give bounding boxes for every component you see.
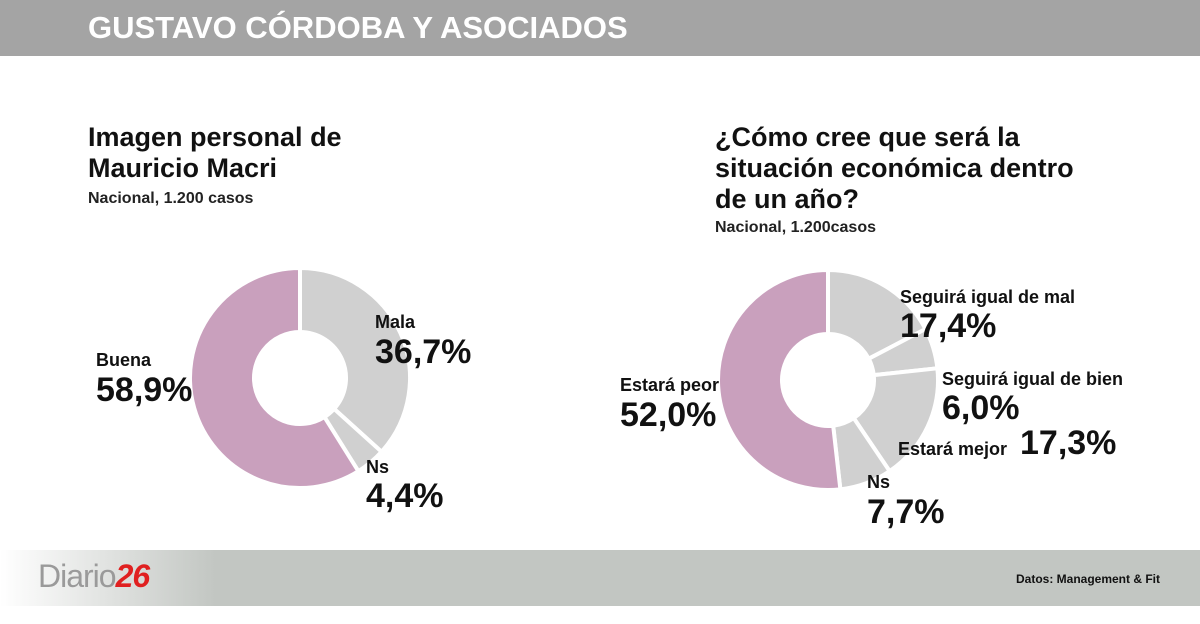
footer-bar: Diario26 Datos: Management & Fit bbox=[0, 550, 1200, 606]
diario26-logo: Diario26 bbox=[38, 558, 150, 594]
chart1-title: Imagen personal de Mauricio Macri bbox=[88, 122, 342, 183]
chart2-value-peor: 52,0% bbox=[620, 396, 717, 434]
slice-mala bbox=[298, 265, 412, 455]
slice-seguir-igual-de-mal bbox=[826, 267, 929, 362]
chart2-label-mejor: Estará mejor bbox=[898, 439, 1008, 459]
chart2-label-igual-bien: Seguirá igual de bien bbox=[942, 369, 1124, 389]
header-title: GUSTAVO CÓRDOBA Y ASOCIADOS bbox=[88, 10, 628, 45]
chart1-value-mala: 36,7% bbox=[375, 333, 472, 371]
chart1-value-ns: 4,4% bbox=[366, 477, 444, 515]
chart2-title: ¿Cómo cree que será la situación económi… bbox=[715, 122, 1074, 214]
chart2-label-peor: Estará peor bbox=[620, 375, 720, 395]
chart1-subtitle: Nacional, 1.200 casos bbox=[88, 190, 254, 207]
chart2-subtitle: Nacional, 1.200casos bbox=[715, 219, 876, 236]
slice-estar-mejor bbox=[850, 366, 940, 474]
header-bar: GUSTAVO CÓRDOBA Y ASOCIADOS bbox=[0, 0, 1200, 56]
chart2-value-igual-bien: 6,0% bbox=[942, 389, 1020, 427]
chart2-label-ns: Ns bbox=[867, 472, 891, 492]
chart1-value-buena: 58,9% bbox=[96, 371, 193, 409]
slice-estar-peor bbox=[716, 267, 843, 492]
chart2-value-mejor: 17,3% bbox=[1020, 424, 1117, 462]
slice-buena bbox=[188, 265, 362, 490]
data-source: Datos: Management & Fit bbox=[1015, 572, 1160, 586]
chart1-label-mala: Mala bbox=[375, 312, 416, 332]
chart1-label-ns: Ns bbox=[366, 457, 390, 477]
chart1-label-buena: Buena bbox=[96, 350, 152, 370]
chart2-value-igual-mal: 17,4% bbox=[900, 307, 997, 345]
chart2-label-igual-mal: Seguirá igual de mal bbox=[900, 287, 1076, 307]
chart2-value-ns: 7,7% bbox=[867, 493, 945, 531]
